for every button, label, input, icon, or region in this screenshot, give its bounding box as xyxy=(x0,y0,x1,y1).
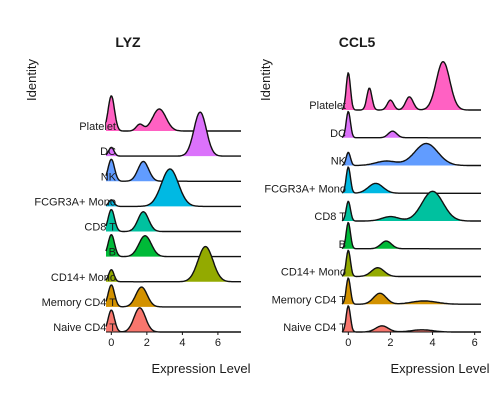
ccl5-ridge-platelet xyxy=(342,61,481,110)
ccl5-identity-label: CD8 T xyxy=(314,211,346,223)
lyz-identity-label: DC xyxy=(100,146,116,158)
lyz-identity-label: Naive CD4 T xyxy=(53,322,116,334)
ccl5-ridge-outline-memory-cd4-t xyxy=(341,277,481,305)
ccl5-x-ticks: 0 2 4 6 xyxy=(342,331,481,349)
lyz-ridge-outline-b xyxy=(105,234,241,258)
lyz-ridge-outline-memory-cd4-t xyxy=(105,284,241,308)
ccl5-panel-title: CCL5 xyxy=(339,34,376,50)
lyz-ridge-nk xyxy=(106,159,241,182)
ccl5-ridge-outline-nk xyxy=(341,142,481,167)
ccl5-ridge-outline-b xyxy=(341,221,481,250)
ccl5-x-tick-label: 0 xyxy=(345,337,351,349)
lyz-identity-label: NK xyxy=(101,171,117,183)
ccl5-ridge-outline-cd8-t xyxy=(341,190,481,222)
lyz-ridge-cd14-mono xyxy=(106,246,241,282)
lyz-identity-label: FCGR3A+ Mono xyxy=(34,196,116,208)
lyz-x-tick-label: 4 xyxy=(179,337,185,349)
ccl5-ridge-outline-platelet xyxy=(341,61,481,111)
lyz-x-tick-label: 0 xyxy=(108,337,114,349)
ccl5-identity-label: DC xyxy=(330,128,346,140)
ccl5-ridge-b xyxy=(342,222,481,249)
lyz-panel-title: LYZ xyxy=(115,34,141,50)
ccl5-x-tick-label: 2 xyxy=(387,337,393,349)
ccl5-ridge-nk xyxy=(342,143,481,166)
lyz-ridge-outline-cd14-mono xyxy=(105,245,241,283)
lyz-ridge-outline-naive-cd4-t xyxy=(105,307,241,333)
lyz-identity-labels: Platelet DC NK FCGR3A+ Mono CD8 T B CD14+ Mono… xyxy=(34,121,116,334)
lyz-identity-label: Memory CD4 T xyxy=(42,297,117,309)
lyz-ridge-outline-cd8-t xyxy=(105,208,241,233)
ccl5-ridge-cd14-mono xyxy=(342,250,481,277)
ccl5-identity-label: Memory CD4 T xyxy=(272,294,347,306)
ccl5-x-axis-title: Expression Level xyxy=(391,361,490,376)
lyz-x-ticks: 0 2 4 6 xyxy=(106,331,241,349)
lyz-y-axis-title: Identity xyxy=(24,59,39,101)
ccl5-identity-label: NK xyxy=(331,156,347,168)
lyz-identity-label: CD14+ Mono xyxy=(51,272,116,284)
ccl5-identity-labels: Platelet DC NK FCGR3A+ Mono CD8 T B CD14+ Mono… xyxy=(264,100,346,334)
ccl5-ridge-outline-fcgr3a-mono xyxy=(341,166,481,194)
lyz-ridge-dc xyxy=(106,112,241,157)
ccl5-ridge-outline-dc xyxy=(341,110,481,139)
ccl5-ridges xyxy=(341,61,481,333)
ccl5-identity-label: Naive CD4 T xyxy=(283,322,346,334)
ccl5-identity-label: B xyxy=(339,239,346,251)
lyz-ridge-fcgr3a-mono xyxy=(106,169,241,207)
lyz-ridge-outline-fcgr3a-mono xyxy=(105,168,241,208)
ccl5-identity-label: CD14+ Mono xyxy=(281,267,346,279)
lyz-x-tick-label: 6 xyxy=(215,337,221,349)
ccl5-ridge-cd8-t xyxy=(342,191,481,221)
ccl5-y-axis-title: Identity xyxy=(258,59,273,101)
lyz-ridge-platelet xyxy=(106,95,241,131)
lyz-ridge-outline-platelet xyxy=(105,95,241,132)
lyz-identity-label: Platelet xyxy=(79,121,116,133)
ccl5-x-tick-label: 6 xyxy=(472,337,478,349)
lyz-ridge-b xyxy=(106,234,241,257)
lyz-x-tick-label: 2 xyxy=(144,337,150,349)
lyz-x-axis-title: Expression Level xyxy=(152,361,251,376)
ccl5-identity-label: FCGR3A+ Mono xyxy=(264,183,346,195)
ccl5-ridge-fcgr3a-mono xyxy=(342,167,481,194)
lyz-ridges xyxy=(105,95,241,333)
lyz-ridge-outline-dc xyxy=(105,111,241,157)
lyz-ridge-cd8-t xyxy=(106,209,241,232)
ccl5-ridge-outline-cd14-mono xyxy=(341,249,481,278)
lyz-identity-label: CD8 T xyxy=(84,222,116,234)
ccl5-ridge-naive-cd4-t xyxy=(342,305,481,332)
ccl5-ridge-dc xyxy=(342,111,481,138)
ccl5-identity-label: Platelet xyxy=(309,100,346,112)
lyz-ridge-naive-cd4-t xyxy=(106,307,241,332)
ccl5-ridge-memory-cd4-t xyxy=(342,278,481,305)
ccl5-ridge-outline-naive-cd4-t xyxy=(341,305,481,333)
lyz-ridge-memory-cd4-t xyxy=(106,285,241,307)
lyz-panel: LYZ Identity Expression Level Platelet DC… xyxy=(24,34,251,376)
ccl5-x-tick-label: 4 xyxy=(429,337,435,349)
ccl5-panel: CCL5 Identity Expression Level Platelet D… xyxy=(258,34,490,376)
lyz-identity-label: B xyxy=(109,247,116,259)
